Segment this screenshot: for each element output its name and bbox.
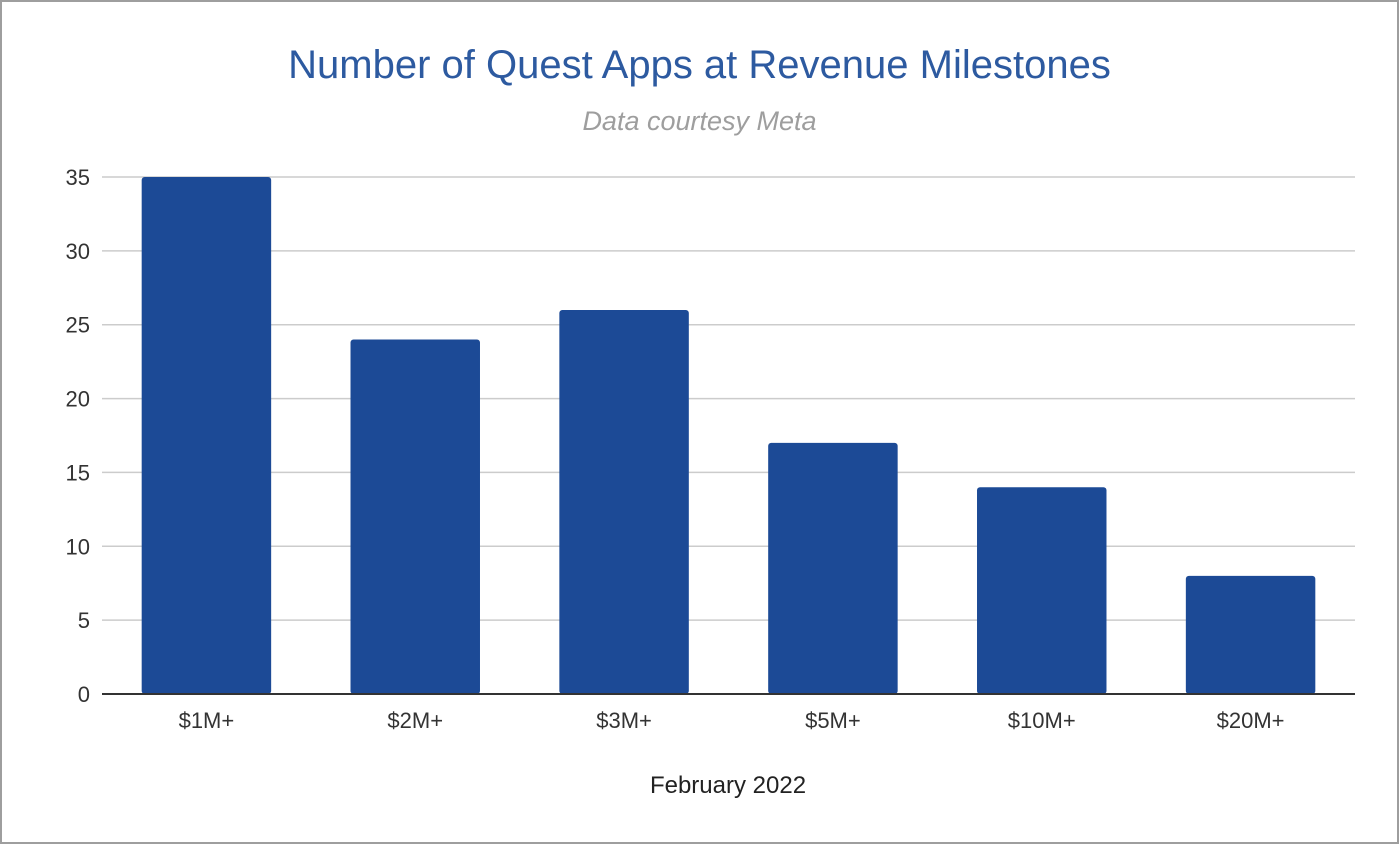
y-tick-label: 25 bbox=[66, 313, 90, 338]
bars bbox=[141, 177, 1316, 694]
x-tick-label: $10M+ bbox=[1008, 708, 1076, 733]
axes: 0 5 10 15 20 25 30 35 $1M+ $2M+ $3M+ $5M+ $10M+ $20M+ bbox=[66, 165, 1355, 733]
y-tick-label: 0 bbox=[78, 682, 90, 707]
x-tick-label: $1M+ bbox=[179, 708, 235, 733]
y-tick-label: 35 bbox=[66, 165, 90, 190]
bar bbox=[1185, 575, 1316, 694]
bar bbox=[768, 442, 898, 694]
y-tick-label: 5 bbox=[78, 608, 90, 633]
x-tick-label: $5M+ bbox=[805, 708, 861, 733]
y-tick-label: 10 bbox=[66, 534, 90, 559]
bar bbox=[141, 177, 272, 694]
bar bbox=[977, 487, 1107, 694]
gridlines bbox=[102, 176, 1355, 621]
chart-subtitle: Data courtesy Meta bbox=[582, 106, 817, 136]
bar bbox=[559, 309, 689, 694]
y-tick-label: 30 bbox=[66, 239, 90, 264]
bar bbox=[350, 339, 480, 694]
y-tick-label: 20 bbox=[66, 387, 90, 412]
x-tick-label: $20M+ bbox=[1217, 708, 1285, 733]
x-tick-label: $3M+ bbox=[596, 708, 652, 733]
y-tick-label: 15 bbox=[66, 460, 90, 485]
x-tick-label: $2M+ bbox=[387, 708, 443, 733]
x-axis-title: February 2022 bbox=[650, 772, 806, 799]
chart-title: Number of Quest Apps at Revenue Mileston… bbox=[288, 43, 1111, 87]
